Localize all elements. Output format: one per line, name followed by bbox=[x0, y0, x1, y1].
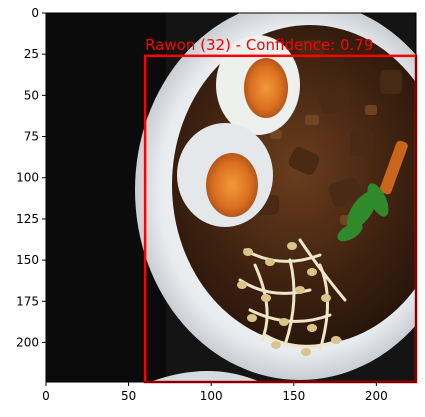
x-tick-label: 200 bbox=[365, 389, 388, 403]
x-tick-label: 100 bbox=[200, 389, 223, 403]
y-tick-label: 200 bbox=[16, 335, 39, 349]
food-photo bbox=[46, 13, 416, 382]
y-tick-label: 175 bbox=[16, 294, 39, 308]
detection-label: Rawon (32) - Confidence: 0.79 bbox=[145, 36, 373, 54]
x-tick-label: 150 bbox=[282, 389, 305, 403]
y-tick-label: 25 bbox=[24, 47, 39, 61]
y-tick-label: 0 bbox=[31, 6, 39, 20]
y-tick-label: 50 bbox=[24, 88, 39, 102]
y-tick-label: 100 bbox=[16, 171, 39, 185]
y-tick-label: 125 bbox=[16, 212, 39, 226]
y-tick-label: 150 bbox=[16, 253, 39, 267]
y-axis: 0 25 50 75 100 125 150 175 200 bbox=[16, 6, 46, 349]
x-axis: 0 50 100 150 200 bbox=[42, 382, 388, 403]
y-tick-label: 75 bbox=[24, 130, 39, 144]
x-tick-label: 50 bbox=[121, 389, 136, 403]
axes-frame bbox=[45, 12, 417, 383]
x-tick-label: 0 bbox=[42, 389, 50, 403]
